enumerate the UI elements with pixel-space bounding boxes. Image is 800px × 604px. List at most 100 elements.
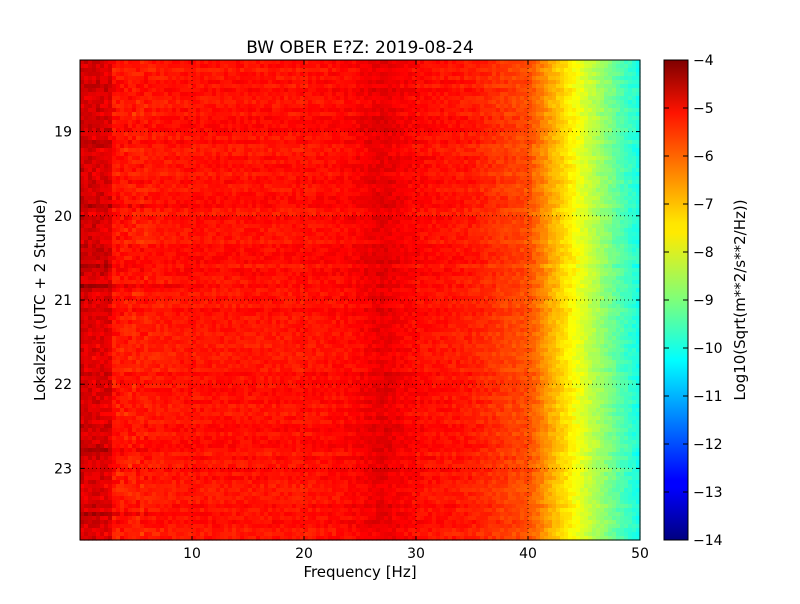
heatmap-cell (460, 188, 465, 193)
heatmap-cell (428, 80, 433, 85)
heatmap-cell (520, 124, 525, 129)
heatmap-cell (528, 132, 533, 137)
heatmap-cell (172, 176, 177, 181)
heatmap-cell (540, 136, 545, 141)
heatmap-cell (384, 192, 389, 197)
heatmap-cell (292, 184, 297, 189)
heatmap-cell (176, 152, 181, 157)
heatmap-cell (196, 64, 201, 69)
heatmap-cell (136, 92, 141, 97)
heatmap-cell (480, 152, 485, 157)
heatmap-cell (112, 132, 117, 137)
heatmap-cell (120, 156, 125, 161)
heatmap-cell (276, 108, 281, 113)
heatmap-cell (448, 200, 453, 205)
heatmap-cell (376, 200, 381, 205)
heatmap-cell (408, 168, 413, 173)
heatmap-cell (244, 148, 249, 153)
heatmap-cell (100, 84, 105, 89)
heatmap-cell (392, 96, 397, 101)
heatmap-cell (192, 104, 197, 109)
heatmap-cell (140, 116, 145, 121)
heatmap-cell (596, 152, 601, 157)
heatmap-cell (552, 140, 557, 145)
heatmap-cell (544, 176, 549, 181)
heatmap-cell (512, 96, 517, 101)
heatmap-cell (320, 172, 325, 177)
heatmap-cell (88, 116, 93, 121)
heatmap-cell (384, 176, 389, 181)
heatmap-cell (584, 156, 589, 161)
heatmap-cell (312, 108, 317, 113)
heatmap-cell (232, 120, 237, 125)
heatmap-cell (568, 144, 573, 149)
heatmap-cell (544, 100, 549, 105)
heatmap-cell (236, 164, 241, 169)
heatmap-cell (316, 116, 321, 121)
heatmap-cell (380, 68, 385, 73)
heatmap-cell (464, 180, 469, 185)
heatmap-cell (612, 80, 617, 85)
heatmap-cell (136, 164, 141, 169)
heatmap-cell (568, 92, 573, 97)
heatmap-cell (84, 160, 89, 165)
heatmap-cell (268, 88, 273, 93)
heatmap-cell (540, 152, 545, 157)
heatmap-cell (360, 160, 365, 165)
heatmap-cell (312, 128, 317, 133)
heatmap-cell (516, 172, 521, 177)
heatmap-cell (328, 120, 333, 125)
heatmap-cell (564, 108, 569, 113)
heatmap-cell (484, 112, 489, 117)
heatmap-cell (256, 88, 261, 93)
heatmap-cell (260, 76, 265, 81)
heatmap-cell (584, 120, 589, 125)
heatmap-cell (104, 172, 109, 177)
heatmap-cell (336, 132, 341, 137)
heatmap-cell (412, 132, 417, 137)
heatmap-cell (468, 180, 473, 185)
heatmap-cell (480, 80, 485, 85)
heatmap-cell (272, 104, 277, 109)
heatmap-cell (276, 196, 281, 201)
heatmap-cell (396, 120, 401, 125)
heatmap-cell (240, 132, 245, 137)
heatmap-cell (232, 152, 237, 157)
heatmap-cell (412, 116, 417, 121)
heatmap-cell (256, 84, 261, 89)
heatmap-cell (192, 132, 197, 137)
heatmap-cell (340, 92, 345, 97)
heatmap-cell (448, 184, 453, 189)
heatmap-cell (92, 96, 97, 101)
heatmap-cell (576, 128, 581, 133)
heatmap-cell (168, 164, 173, 169)
heatmap-cell (136, 96, 141, 101)
heatmap-cell (296, 68, 301, 73)
heatmap-cell (444, 148, 449, 153)
heatmap-cell (204, 116, 209, 121)
heatmap-cell (612, 92, 617, 97)
heatmap-cell (432, 148, 437, 153)
heatmap-cell (316, 60, 321, 65)
heatmap-cell (84, 200, 89, 205)
heatmap-cell (608, 76, 613, 81)
heatmap-cell (364, 116, 369, 121)
heatmap-cell (168, 120, 173, 125)
heatmap-cell (308, 160, 313, 165)
heatmap-cell (484, 72, 489, 77)
heatmap-cell (308, 60, 313, 65)
heatmap-cell (236, 184, 241, 189)
heatmap-cell (272, 160, 277, 165)
heatmap-cell (168, 60, 173, 65)
heatmap-cell (524, 136, 529, 141)
heatmap-cell (580, 108, 585, 113)
heatmap-cell (196, 172, 201, 177)
heatmap-cell (212, 104, 217, 109)
heatmap-cell (84, 96, 89, 101)
heatmap-cell (96, 196, 101, 201)
heatmap-cell (316, 80, 321, 85)
heatmap-cell (300, 180, 305, 185)
heatmap-cell (588, 100, 593, 105)
heatmap-cell (636, 120, 641, 125)
heatmap-cell (196, 84, 201, 89)
